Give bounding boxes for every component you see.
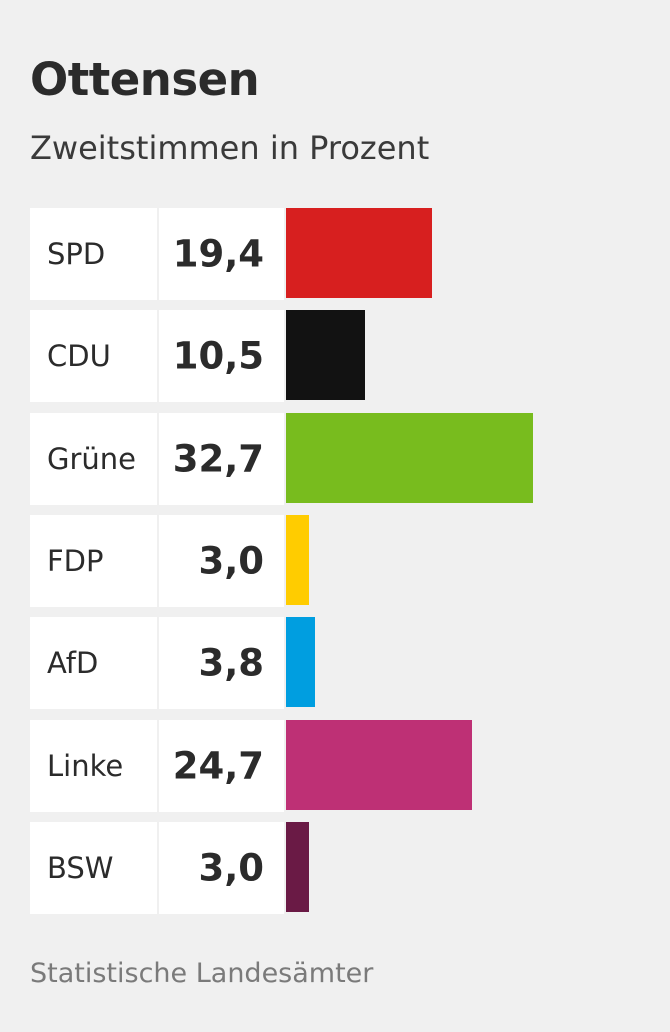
party-label: Grüne [47, 442, 136, 476]
bar [286, 310, 365, 400]
party-label-cell: Grüne [30, 413, 157, 505]
party-label: SPD [47, 237, 106, 271]
value-label: 3,8 [198, 641, 264, 685]
value-label-cell: 3,0 [159, 822, 284, 914]
party-label: FDP [47, 544, 104, 578]
bar [286, 617, 315, 707]
bar-row: Grüne 32,7 [30, 413, 640, 505]
bar-row: FDP 3,0 [30, 515, 640, 607]
value-label-cell: 3,0 [159, 515, 284, 607]
party-label-cell: SPD [30, 208, 157, 300]
value-label-cell: 32,7 [159, 413, 284, 505]
bar [286, 208, 432, 298]
party-label-cell: AfD [30, 617, 157, 709]
party-label: BSW [47, 851, 114, 885]
value-label: 32,7 [172, 437, 264, 481]
party-label: CDU [47, 339, 111, 373]
bar [286, 822, 309, 912]
party-label-cell: CDU [30, 310, 157, 402]
value-label: 3,0 [198, 846, 264, 890]
value-label-cell: 19,4 [159, 208, 284, 300]
bar-row: CDU 10,5 [30, 310, 640, 402]
value-label-cell: 24,7 [159, 720, 284, 812]
bar-row: Linke 24,7 [30, 720, 640, 812]
party-label-cell: BSW [30, 822, 157, 914]
value-label: 10,5 [172, 334, 264, 378]
bar-row: SPD 19,4 [30, 208, 640, 300]
bar [286, 720, 472, 810]
party-label-cell: Linke [30, 720, 157, 812]
bar [286, 413, 533, 503]
party-label: Linke [47, 749, 124, 783]
value-label-cell: 3,8 [159, 617, 284, 709]
bar [286, 515, 309, 605]
chart-subtitle: Zweitstimmen in Prozent [30, 129, 430, 167]
party-label: AfD [47, 646, 99, 680]
bar-row: BSW 3,0 [30, 822, 640, 914]
source-note: Statistische Landesämter [30, 958, 374, 989]
bar-row: AfD 3,8 [30, 617, 640, 709]
value-label: 19,4 [172, 232, 264, 276]
value-label: 3,0 [198, 539, 264, 583]
value-label: 24,7 [172, 744, 264, 788]
bar-chart: SPD 19,4 CDU 10,5 Grüne 32,7 FDP 3,0 AfD 3,8 Linke… [30, 208, 640, 918]
party-label-cell: FDP [30, 515, 157, 607]
chart-title: Ottensen [30, 53, 260, 106]
value-label-cell: 10,5 [159, 310, 284, 402]
